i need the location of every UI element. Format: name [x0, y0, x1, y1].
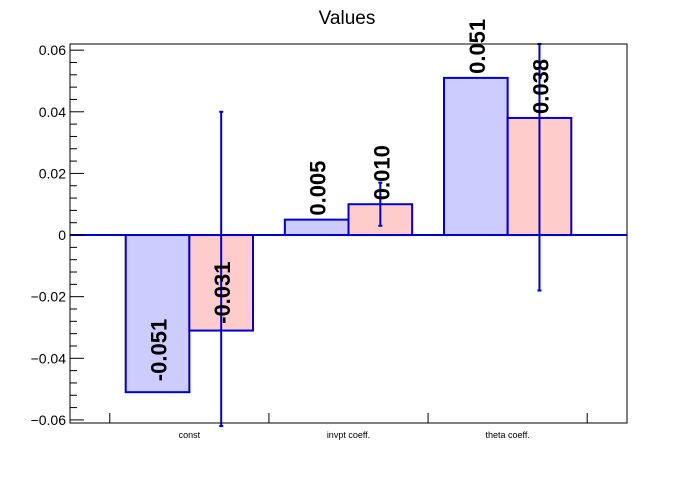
y-tick-label: 0.06 — [39, 42, 66, 58]
y-tick-label: −0.06 — [31, 412, 67, 428]
x-tick-label: invpt coeff. — [327, 430, 370, 440]
bar-theta-coeff--s0 — [442, 76, 509, 237]
value-label: -0.031 — [210, 261, 235, 323]
y-tick-label: −0.02 — [31, 289, 67, 305]
y-tick-label: −0.04 — [31, 350, 67, 366]
value-label: 0.038 — [528, 59, 553, 114]
y-tick-label: 0 — [58, 227, 66, 243]
plot-frame — [69, 43, 628, 424]
value-label: 0.051 — [465, 19, 490, 74]
y-tick-label: 0.02 — [39, 165, 66, 181]
y-tick-label: 0.04 — [39, 104, 66, 120]
error-bars-layer — [219, 43, 542, 428]
value-label: 0.005 — [306, 161, 331, 216]
bar-const-s0 — [124, 234, 191, 394]
x-tick-label: const — [179, 430, 201, 440]
value-labels-layer: -0.051 0.005 0.051 -0.031 0.010 0.038 — [147, 19, 554, 381]
bar-invpt-coeff--s0 — [283, 218, 350, 237]
axes-layer: −0.06 −0.04 −0.02 0 0.02 0.04 0.06 const invpt c… — [31, 42, 628, 440]
value-label: -0.051 — [147, 319, 172, 381]
chart-title: Values — [319, 8, 376, 29]
value-label: 0.010 — [369, 145, 394, 200]
x-tick-label: theta coeff. — [485, 430, 529, 440]
